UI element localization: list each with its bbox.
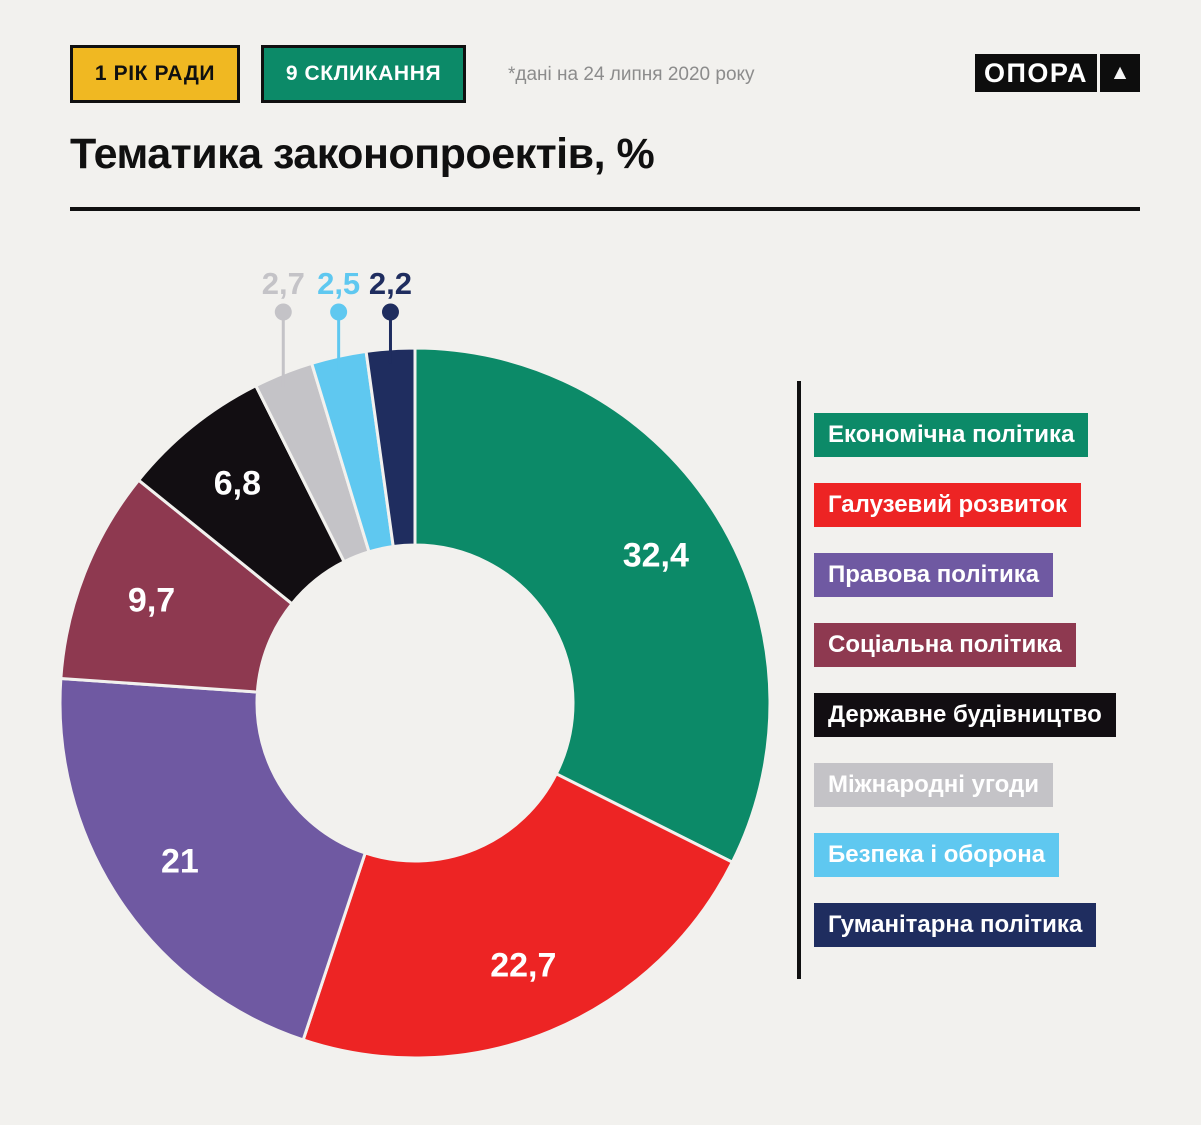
legend-item-international-agreements: Міжнародні угоди (814, 763, 1116, 807)
legend-item-security-defense: Безпека і оборона (814, 833, 1116, 877)
legend-swatch-sectoral-development: Галузевий розвиток (814, 483, 1082, 527)
slice-value-legal-policy: 21 (161, 843, 199, 881)
slice-value-social-policy: 9,7 (128, 582, 175, 620)
donut-slice-legal-policy (58, 676, 368, 1042)
legend-swatch-humanitarian-policy: Гуманітарна політика (814, 903, 1097, 947)
slice-value-state-building: 6,8 (214, 465, 261, 503)
legend-label: Гуманітарна політика (828, 911, 1083, 938)
legend-item-economic-policy: Економічна політика (814, 413, 1116, 457)
legend-label: Економічна політика (828, 421, 1075, 448)
legend-swatch-social-policy: Соціальна політика (814, 623, 1076, 667)
badge-council-year-label: 1 РІК РАДИ (94, 62, 216, 85)
callout-value-security-defense: 2,5 (317, 266, 360, 301)
callout-value-humanitarian-policy: 2,2 (369, 266, 412, 301)
callout-dot-humanitarian-policy (381, 303, 399, 321)
legend-label: Безпека і оборона (828, 841, 1046, 868)
legend-item-legal-policy: Правова політика (814, 553, 1116, 597)
legend-item-humanitarian-policy: Гуманітарна політика (814, 903, 1116, 947)
legend-item-social-policy: Соціальна політика (814, 623, 1116, 667)
badge-council-year: 1 РІК РАДИ (70, 45, 240, 103)
badge-convocation-label: 9 СКЛИКАННЯ (285, 62, 442, 85)
legend-swatch-security-defense: Безпека і оборона (814, 833, 1060, 877)
callout-value-international-agreements: 2,7 (262, 266, 305, 301)
callout-dot-security-defense (330, 303, 348, 321)
legend: Економічна політика Галузевий розвиток П… (797, 381, 1116, 979)
page-title: Тематика законопроектів, % (70, 130, 655, 178)
legend-swatch-economic-policy: Економічна політика (814, 413, 1089, 457)
data-date-note: *дані на 24 липня 2020 року (508, 64, 755, 85)
triangle-icon: ▲ (1100, 54, 1140, 92)
callout-dot-international-agreements (274, 303, 292, 321)
legend-item-state-building: Державне будівництво (814, 693, 1116, 737)
legend-swatch-state-building: Державне будівництво (814, 693, 1116, 737)
slice-value-sectoral-development: 22,7 (490, 946, 556, 984)
donut-slice-humanitarian-policy (364, 346, 417, 549)
legend-label: Правова політика (828, 561, 1040, 588)
legend-item-sectoral-development: Галузевий розвиток (814, 483, 1116, 527)
title-underline (70, 207, 1140, 211)
legend-label: Державне будівництво (828, 701, 1102, 728)
donut-slice-sectoral-development (301, 771, 735, 1060)
legend-swatch-legal-policy: Правова політика (814, 553, 1054, 597)
legend-swatch-international-agreements: Міжнародні угоди (814, 763, 1053, 807)
legend-label: Міжнародні угоди (828, 771, 1039, 798)
legend-label: Соціальна політика (828, 631, 1062, 658)
donut-slice-economic-policy (413, 346, 772, 865)
opora-logo: ОПОРА ▲ (974, 54, 1140, 92)
legend-label: Галузевий розвиток (828, 491, 1068, 518)
slice-value-economic-policy: 32,4 (623, 536, 689, 574)
opora-logo-text: ОПОРА (974, 54, 1097, 92)
badge-convocation: 9 СКЛИКАННЯ (261, 45, 466, 103)
